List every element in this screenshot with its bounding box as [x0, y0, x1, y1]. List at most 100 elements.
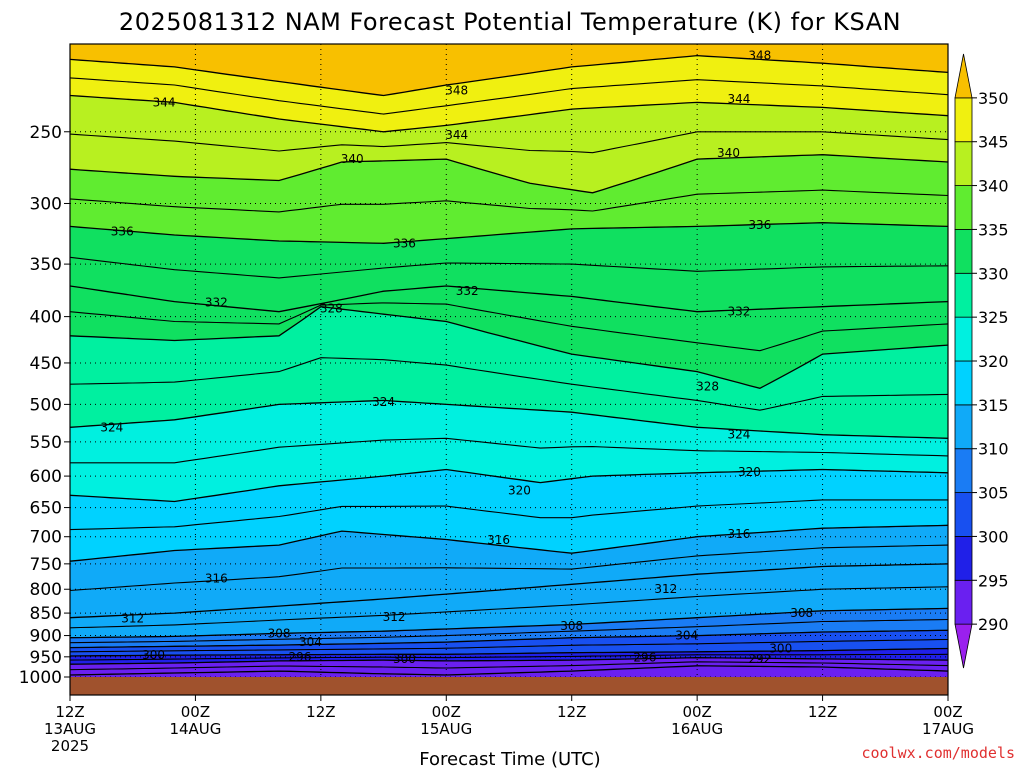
contour-label-312: 312	[654, 582, 677, 596]
x-tick-label-24-0: 12Z	[306, 703, 335, 721]
y-tick-label-600: 600	[30, 467, 62, 487]
chart-title: 2025081312 NAM Forecast Potential Temper…	[119, 8, 901, 36]
y-tick-label-550: 550	[30, 433, 62, 453]
isentrope-332	[70, 285, 948, 313]
contour-label-324: 324	[100, 420, 123, 434]
contour-label-348: 348	[748, 49, 771, 63]
y-tick-label-1000: 1000	[19, 668, 62, 688]
colorbar-band-315	[954, 360, 973, 406]
contour-label-348: 348	[445, 83, 468, 97]
y-tick-label-900: 900	[30, 627, 62, 647]
colorbar-tick-label-295: 295	[978, 571, 1009, 590]
contour-label-324: 324	[727, 428, 750, 442]
contour-label-344: 344	[445, 128, 468, 142]
y-tick-label-300: 300	[30, 194, 62, 214]
y-tick-label-400: 400	[30, 308, 62, 328]
isentrope-334	[70, 256, 948, 279]
colorbar-tick-label-300: 300	[978, 527, 1009, 546]
isentrope-316	[70, 524, 948, 562]
y-tick-label-350: 350	[30, 255, 62, 275]
credit-label: coolwx.com/models	[861, 744, 1015, 762]
contour-label-344: 344	[153, 95, 176, 109]
colorbar-tick-label-305: 305	[978, 484, 1009, 503]
colorbar-tick-label-315: 315	[978, 396, 1009, 415]
isentrope-322	[70, 437, 948, 464]
colorbar-band-330	[954, 229, 973, 274]
colorbar-band-350	[954, 53, 973, 99]
x-axis-title: Forecast Time (UTC)	[419, 749, 600, 768]
isentrope-336	[70, 222, 948, 244]
x-tick-label-60-0: 00Z	[682, 703, 711, 721]
colorbar-band-325	[954, 272, 973, 318]
isentrope-320	[70, 468, 948, 503]
isentrope-342	[70, 131, 948, 154]
isentrope-338	[70, 189, 948, 213]
colorbar-tick-label-335: 335	[978, 220, 1009, 239]
colorbar-tick-label-320: 320	[978, 352, 1009, 371]
isentrope-340	[70, 154, 948, 194]
contour-label-332: 332	[205, 296, 228, 310]
isentrope-346	[70, 77, 948, 115]
colorbar-tick-label-345: 345	[978, 133, 1009, 152]
isentrope-310	[70, 586, 948, 629]
contour-label-312: 312	[383, 610, 406, 624]
isentrope-326	[70, 357, 948, 411]
contour-label-340: 340	[341, 152, 364, 166]
x-tick-label-36-1: 15AUG	[420, 720, 472, 738]
plot-area: 348 348 344 344 344 340 340 336 336 336 332 332 332 3…	[69, 43, 949, 696]
colorbar-band-310	[954, 404, 973, 450]
x-tick-label-12-1: 14AUG	[169, 720, 221, 738]
x-tick-label-0-0: 12Z	[55, 703, 84, 721]
y-tick-label-500: 500	[30, 395, 62, 415]
contour-label-304: 304	[299, 635, 322, 649]
y-tick-label-850: 850	[30, 604, 62, 624]
contour-label-332: 332	[456, 284, 479, 298]
colorbar-tick-label-325: 325	[978, 308, 1009, 327]
isentrope-292	[70, 665, 948, 676]
isentrope-348	[70, 54, 948, 97]
contour-label-328: 328	[320, 302, 343, 316]
contour-label-300: 300	[769, 641, 792, 655]
y-tick-label-800: 800	[30, 580, 62, 600]
isentrope-324	[70, 399, 948, 439]
isentrope-300	[70, 647, 948, 657]
isentrope-330	[70, 302, 948, 352]
contour-label-300: 300	[142, 648, 165, 662]
y-tick-label-750: 750	[30, 555, 62, 575]
x-tick-label-72-0: 12Z	[808, 703, 837, 721]
contour-label-320: 320	[508, 483, 531, 497]
contour-label-300: 300	[393, 652, 416, 666]
isentrope-298	[70, 653, 948, 661]
contour-label-336: 336	[111, 224, 134, 238]
colorbar-band-305	[954, 448, 973, 493]
x-tick-label-48-0: 12Z	[557, 703, 586, 721]
contour-label-312: 312	[121, 612, 144, 626]
contour-label-344: 344	[727, 92, 750, 106]
colorbar-band-335	[954, 185, 973, 230]
band-below-292	[70, 665, 948, 677]
contour-label-328: 328	[696, 380, 719, 394]
contour-label-304: 304	[675, 629, 698, 643]
surface-bar	[70, 677, 948, 695]
filled-bands	[70, 44, 948, 677]
contour-label-336: 336	[393, 236, 416, 250]
contour-label-340: 340	[717, 146, 740, 160]
isentrope-312	[70, 563, 948, 619]
x-tick-label-84-1: 17AUG	[922, 720, 974, 738]
x-tick-label-60-1: 16AUG	[671, 720, 723, 738]
colorbar-band-290	[954, 579, 973, 625]
isentrope-318	[70, 499, 948, 531]
colorbar-band-300	[954, 492, 973, 537]
contour-label-320: 320	[738, 465, 761, 479]
colorbar-tick-label-340: 340	[978, 177, 1009, 196]
y-axis: 250 300 350 400 450 500 550 600 650 700 750 800 850 9…	[19, 123, 70, 688]
colorbar-tick-label-290: 290	[978, 615, 1009, 634]
isentrope-296	[70, 657, 948, 665]
y-tick-label-950: 950	[30, 648, 62, 668]
colorbar-tick-label-350: 350	[978, 89, 1009, 108]
contour-label-316: 316	[487, 533, 510, 547]
colorbar-band-285	[954, 623, 973, 669]
y-tick-label-700: 700	[30, 528, 62, 548]
